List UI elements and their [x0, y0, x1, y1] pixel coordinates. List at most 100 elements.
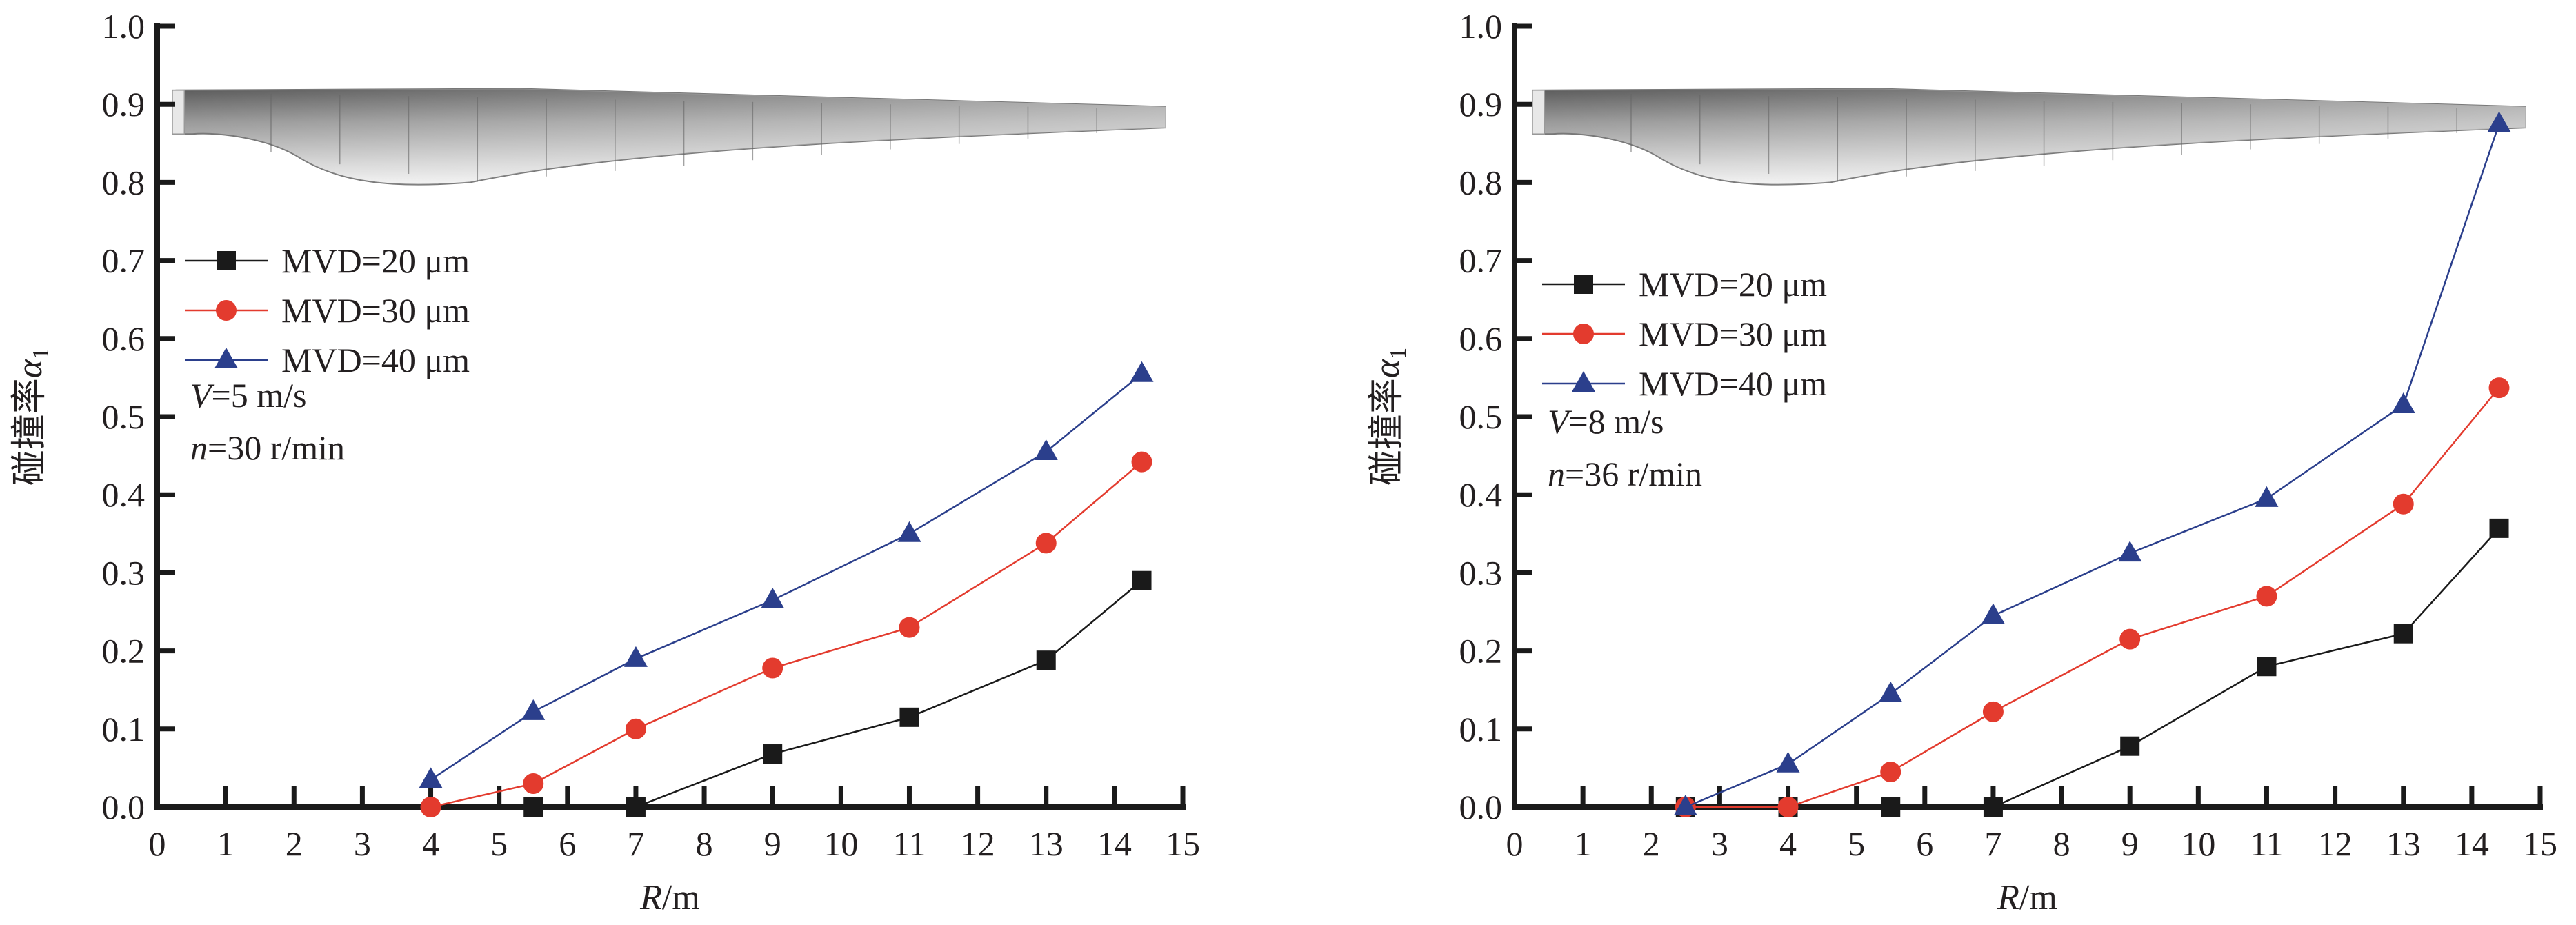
- x-tick-label: 5: [490, 824, 508, 863]
- condition-annotation: n=36 r/min: [1548, 455, 1702, 493]
- data-point: [523, 797, 543, 817]
- x-tick-label: 0: [149, 824, 166, 863]
- y-axis-title: 碰撞率α1: [10, 348, 54, 486]
- x-axis-title-unit: /m: [662, 878, 700, 917]
- data-point: [1777, 797, 1799, 817]
- legend-item: MVD=40 μm: [185, 341, 470, 379]
- x-tick-label: 12: [961, 824, 995, 863]
- data-point: [763, 744, 783, 764]
- y-tick-label: 0.3: [102, 553, 146, 592]
- series-line: [430, 461, 1143, 808]
- data-point: [1983, 797, 2003, 817]
- data-point: [2256, 586, 2277, 607]
- data-point: [1879, 681, 1903, 702]
- x-tick-label: 14: [2455, 824, 2489, 863]
- data-point: [899, 707, 919, 727]
- x-tick-label: 10: [2181, 824, 2215, 863]
- blade-root: [172, 90, 186, 135]
- series-line: [1685, 387, 2500, 808]
- legend: MVD=20 μm MVD=30 μm MVD=40 μm: [1542, 265, 1827, 403]
- data-point: [1034, 439, 1058, 460]
- x-tick-label: 14: [1097, 824, 1132, 863]
- data-point: [2489, 518, 2509, 538]
- data-point: [2120, 736, 2140, 756]
- x-axis-title-var: R: [1997, 878, 2019, 917]
- legend-item: MVD=30 μm: [1542, 315, 1827, 353]
- y-tick-label: 1.0: [1459, 7, 1503, 46]
- x-tick-label: 11: [892, 824, 926, 863]
- legend-label: MVD=40 μm: [281, 341, 470, 379]
- y-tick-label: 0.1: [1459, 710, 1503, 748]
- legend-marker: [1573, 324, 1594, 344]
- condition-var: V: [190, 376, 215, 415]
- x-tick-label: 8: [696, 824, 713, 863]
- data-point: [2393, 493, 2414, 515]
- y-tick-label: 0.9: [1459, 85, 1503, 123]
- x-axis-title-unit: /m: [2019, 878, 2057, 917]
- series-triangle: [1673, 111, 2511, 815]
- y-tick-label: 0.5: [102, 397, 146, 436]
- y-tick-label: 0.2: [1459, 632, 1503, 670]
- data-point: [762, 657, 783, 679]
- data-point: [1981, 603, 2005, 624]
- x-tick-label: 15: [1166, 824, 1200, 863]
- x-tick-label: 1: [1575, 824, 1592, 863]
- y-tick-label: 0.2: [102, 632, 146, 670]
- legend-label: MVD=20 μm: [281, 241, 470, 280]
- condition-value: =30 r/min: [208, 428, 345, 467]
- x-tick-label: 0: [1506, 824, 1524, 863]
- legend-marker: [216, 300, 237, 321]
- legend-label: MVD=30 μm: [281, 291, 470, 330]
- data-point: [1673, 795, 1697, 815]
- data-point: [2488, 377, 2510, 399]
- blade-highlight: [1532, 88, 2526, 185]
- y-tick-label: 1.0: [102, 7, 146, 46]
- y-tick-label: 0.7: [1459, 241, 1503, 280]
- x-tick-label: 8: [2053, 824, 2070, 863]
- series-line: [533, 579, 1143, 808]
- y-tick-label: 0.0: [1459, 788, 1503, 826]
- series-line: [1685, 123, 2500, 808]
- y-axis-title-symbol: α: [10, 358, 50, 378]
- data-point: [2393, 624, 2413, 644]
- legend-label: MVD=20 μm: [1639, 265, 1827, 304]
- x-tick-label: 10: [823, 824, 858, 863]
- legend: MVD=20 μm MVD=30 μm MVD=40 μm: [185, 241, 470, 379]
- chart-panel-right: 0.00.10.20.30.40.50.60.70.80.91.00 1 2 3 4 5 6…: [1368, 7, 2557, 917]
- x-tick-label: 5: [1848, 824, 1865, 863]
- x-tick-label: 2: [1643, 824, 1660, 863]
- y-axis-title-text: 碰撞率: [1368, 378, 1407, 486]
- y-tick-label: 0.0: [102, 788, 146, 826]
- legend-marker: [1572, 371, 1595, 392]
- series-triangle: [419, 361, 1154, 788]
- y-tick-label: 0.6: [1459, 319, 1503, 358]
- y-tick-label: 0.3: [1459, 553, 1503, 592]
- legend-item: MVD=20 μm: [1542, 265, 1827, 304]
- data-point: [420, 797, 441, 817]
- y-tick-label: 0.5: [1459, 397, 1503, 436]
- x-tick-label: 4: [422, 824, 439, 863]
- y-tick-label: 0.8: [1459, 163, 1503, 201]
- x-tick-label: 12: [2318, 824, 2353, 863]
- legend-label: MVD=40 μm: [1639, 364, 1827, 403]
- data-point: [2391, 392, 2415, 414]
- x-tick-label: 1: [217, 824, 234, 863]
- x-axis-title-var: R: [639, 878, 662, 917]
- data-point: [1035, 533, 1057, 554]
- condition-value: =5 m/s: [212, 376, 307, 415]
- y-axis-title-text: 碰撞率: [10, 378, 50, 486]
- x-tick-label: 13: [1029, 824, 1064, 863]
- blade-illustration: [1532, 88, 2526, 186]
- x-axis-title: R/m: [1997, 878, 2057, 917]
- condition-value: =8 m/s: [1569, 402, 1664, 441]
- condition-annotation: V=8 m/s: [1548, 402, 1664, 441]
- data-point: [626, 797, 646, 817]
- series-circle: [420, 451, 1152, 817]
- blade-highlight: [172, 88, 1166, 185]
- legend-item: MVD=30 μm: [185, 291, 470, 330]
- legend-label: MVD=30 μm: [1639, 315, 1827, 353]
- data-point: [899, 617, 920, 638]
- legend-marker: [214, 348, 238, 368]
- data-point: [419, 767, 443, 788]
